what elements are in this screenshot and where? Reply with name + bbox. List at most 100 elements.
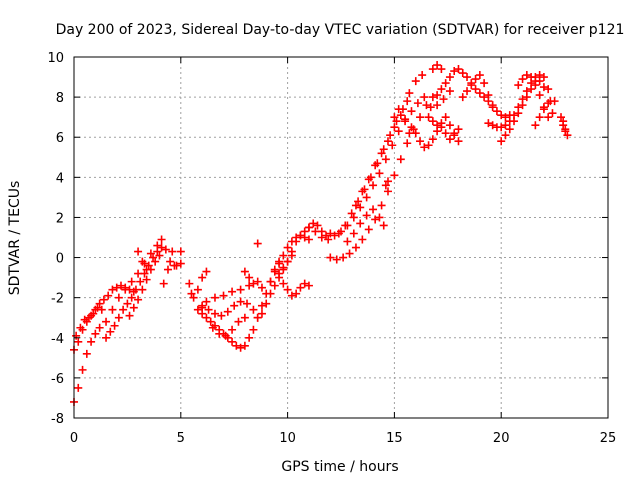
data-point	[204, 305, 213, 314]
data-point	[134, 295, 143, 304]
data-point	[202, 267, 211, 276]
data-point	[548, 109, 557, 118]
data-point	[420, 143, 429, 152]
data-point	[97, 305, 106, 314]
data-point	[339, 253, 348, 262]
data-point	[458, 93, 467, 102]
data-point	[136, 277, 145, 286]
data-point	[253, 313, 262, 322]
data-point	[322, 231, 331, 240]
data-point	[450, 131, 459, 140]
data-point	[146, 249, 155, 258]
data-point	[300, 233, 309, 242]
data-point	[330, 231, 339, 240]
x-tick-label: 10	[279, 431, 296, 446]
data-point	[341, 221, 350, 230]
data-point	[522, 71, 531, 80]
data-point	[106, 327, 115, 336]
data-point	[270, 281, 279, 290]
data-point	[279, 263, 288, 272]
data-point	[121, 283, 130, 292]
data-point	[514, 81, 523, 90]
data-point	[266, 289, 275, 298]
ticks: 0 5 10 15 20 25 -8 -6 -4 -2 0 2 4 6 8 10	[47, 51, 616, 446]
data-point	[454, 137, 463, 146]
data-point	[245, 281, 254, 290]
data-point	[257, 309, 266, 318]
data-point	[202, 313, 211, 322]
data-point	[518, 101, 527, 110]
data-point	[475, 71, 484, 80]
data-point	[80, 315, 89, 324]
data-point	[245, 273, 254, 282]
data-point	[437, 65, 446, 74]
data-point	[159, 279, 168, 288]
data-point	[249, 325, 258, 334]
data-point	[236, 343, 245, 352]
data-point	[539, 105, 548, 114]
data-point	[445, 87, 454, 96]
data-point	[550, 97, 559, 106]
data-point	[313, 221, 322, 230]
data-point	[518, 75, 527, 84]
data-point	[287, 251, 296, 260]
data-point	[401, 117, 410, 126]
y-tick-label: -6	[51, 372, 64, 387]
data-point	[463, 87, 472, 96]
data-point	[501, 131, 510, 140]
data-point	[390, 171, 399, 180]
data-point	[161, 245, 170, 254]
data-point	[193, 305, 202, 314]
data-point	[535, 71, 544, 80]
data-point	[544, 85, 553, 94]
x-tick-label: 25	[600, 431, 617, 446]
data-point	[439, 95, 448, 104]
data-point	[531, 121, 540, 130]
data-point	[245, 333, 254, 342]
data-point	[116, 281, 125, 290]
data-point	[166, 257, 175, 266]
data-point	[210, 293, 219, 302]
data-point	[142, 265, 151, 274]
data-point	[114, 293, 123, 302]
data-point	[74, 383, 83, 392]
x-tick-label: 15	[386, 431, 403, 446]
data-point	[140, 269, 149, 278]
data-point	[471, 75, 480, 84]
data-point	[202, 297, 211, 306]
data-point	[379, 145, 388, 154]
data-point	[445, 73, 454, 82]
data-point	[134, 247, 143, 256]
data-point	[228, 325, 237, 334]
y-tick-label: 0	[56, 252, 64, 267]
data-point	[93, 303, 102, 312]
data-point	[300, 279, 309, 288]
data-point	[369, 181, 378, 190]
data-point	[396, 155, 405, 164]
data-point	[392, 117, 401, 126]
data-point	[386, 131, 395, 140]
data-point	[441, 79, 450, 88]
data-point	[151, 257, 160, 266]
data-point	[403, 97, 412, 106]
data-point	[157, 235, 166, 244]
data-point	[253, 277, 262, 286]
data-point	[334, 229, 343, 238]
data-point	[304, 235, 313, 244]
data-point	[394, 127, 403, 136]
data-point	[467, 81, 476, 90]
data-point	[428, 117, 437, 126]
data-point	[206, 317, 215, 326]
data-point	[441, 113, 450, 122]
data-point	[428, 135, 437, 144]
data-point	[84, 313, 93, 322]
data-point	[396, 111, 405, 120]
data-point	[535, 113, 544, 122]
data-point	[356, 219, 365, 228]
data-point	[119, 305, 128, 314]
data-point	[351, 201, 360, 210]
data-point	[347, 209, 356, 218]
data-point	[445, 135, 454, 144]
data-point	[243, 299, 252, 308]
